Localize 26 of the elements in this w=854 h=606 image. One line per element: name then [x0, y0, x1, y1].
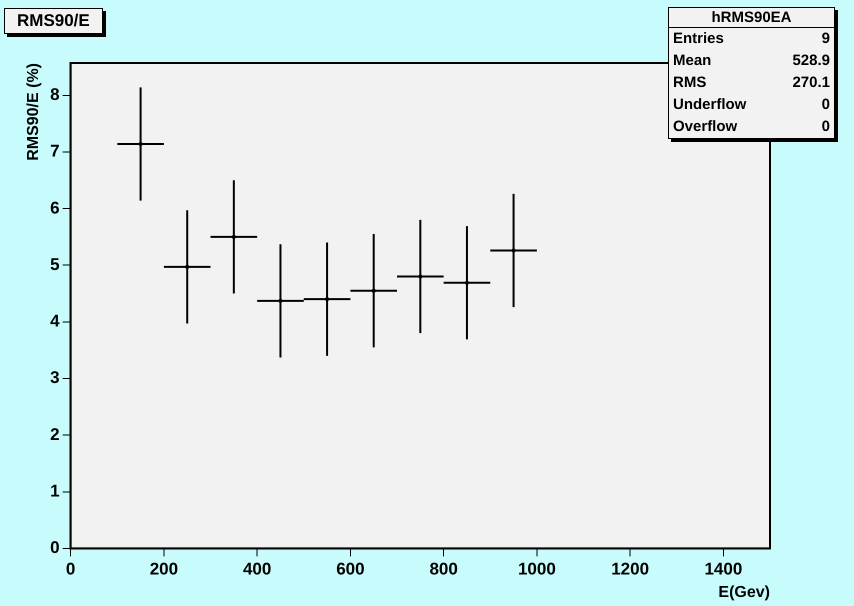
x-tick-label: 400	[242, 559, 272, 578]
x-tick-label: 600	[336, 559, 365, 578]
y-tick-label: 0	[50, 538, 60, 558]
y-tick-label: 4	[50, 312, 60, 331]
chart-title: RMS90/E	[4, 8, 103, 34]
y-tick-label: 6	[50, 198, 60, 218]
text: Underflow 0	[673, 96, 830, 113]
x-tick-label: 1200	[611, 559, 650, 578]
text: Mean 528.9	[673, 52, 830, 69]
y-tick-label: 2	[50, 424, 60, 444]
y-tick-label: 8	[50, 84, 60, 104]
y-axis-title: RMS90/E (%)	[25, 63, 42, 161]
text: RMS 270.1	[673, 74, 830, 91]
x-tick-label: 200	[150, 559, 178, 578]
text: Overflow 0	[673, 118, 830, 135]
y-tick-label: 3	[50, 368, 60, 388]
x-tick-label: 0	[66, 559, 76, 578]
x-tick-label: 800	[429, 559, 458, 578]
text: hRMS90EA	[669, 8, 834, 28]
y-tick-label: 5	[50, 254, 60, 274]
y-tick-label: 7	[50, 142, 60, 161]
y-tick-label: 1	[50, 481, 60, 500]
x-tick-label: 1000	[518, 559, 556, 578]
x-tick-label: 1400	[704, 559, 742, 578]
text: Entries 9	[673, 30, 830, 47]
x-axis-title: E(Gev)	[718, 584, 770, 601]
